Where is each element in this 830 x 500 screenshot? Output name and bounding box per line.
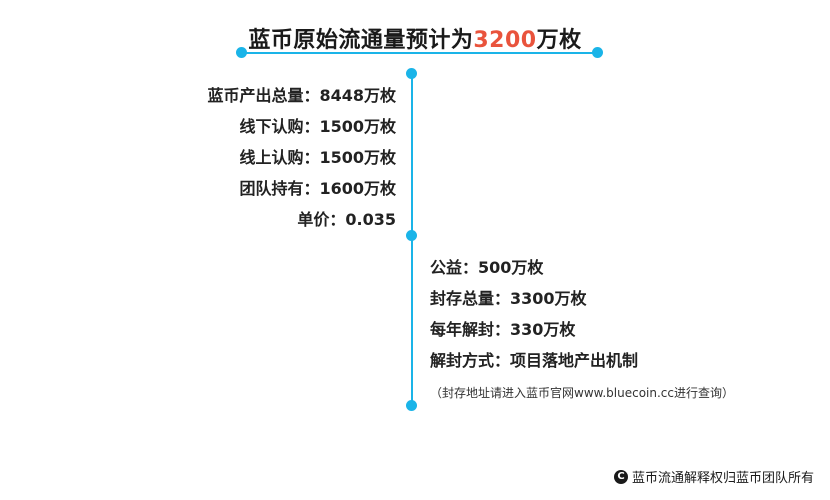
underline-left-dot <box>236 47 247 58</box>
annual-unseal-item: 每年解封：330万枚 <box>430 320 576 339</box>
online-subscription-item: 线上认购：1500万枚 <box>239 148 396 167</box>
sealed-total-item: 封存总量：3300万枚 <box>430 289 587 308</box>
title-underline <box>242 52 598 54</box>
unseal-method-item: 解封方式：项目落地产出机制 <box>430 351 639 370</box>
charity-item: 公益：500万枚 <box>430 258 544 277</box>
copyright-icon: C <box>613 469 628 484</box>
sealed-address-note: （封存地址请进入蓝币官网www.bluecoin.cc进行查询） <box>430 386 734 400</box>
page-title: 蓝币原始流通量预计为3200万枚 <box>0 22 830 54</box>
reserve-breakdown-list: 公益：500万枚 封存总量：3300万枚 每年解封：330万枚 解封方式：项目落… <box>430 252 638 376</box>
copyright-footer: C 蓝币流通解释权归蓝币团队所有 <box>613 467 814 486</box>
offline-subscription-item: 线下认购：1500万枚 <box>239 117 396 136</box>
team-holding-item: 团队持有：1600万枚 <box>239 179 396 198</box>
supply-total-item: 蓝币产出总量：8448万枚 <box>207 86 396 105</box>
title-highlight-number: 3200 <box>473 28 537 53</box>
underline-right-dot <box>592 47 603 58</box>
timeline-bottom-dot <box>406 400 417 411</box>
title-suffix: 万枚 <box>536 28 582 53</box>
unit-price-item: 单价：0.035 <box>297 210 396 229</box>
copyright-text: 蓝币流通解释权归蓝币团队所有 <box>631 471 814 486</box>
timeline-top-dot <box>406 68 417 79</box>
supply-breakdown-list: 蓝币产出总量：8448万枚 线下认购：1500万枚 线上认购：1500万枚 团队… <box>207 80 396 235</box>
title-prefix: 蓝币原始流通量预计为 <box>248 28 474 53</box>
timeline-middle-dot <box>406 230 417 241</box>
